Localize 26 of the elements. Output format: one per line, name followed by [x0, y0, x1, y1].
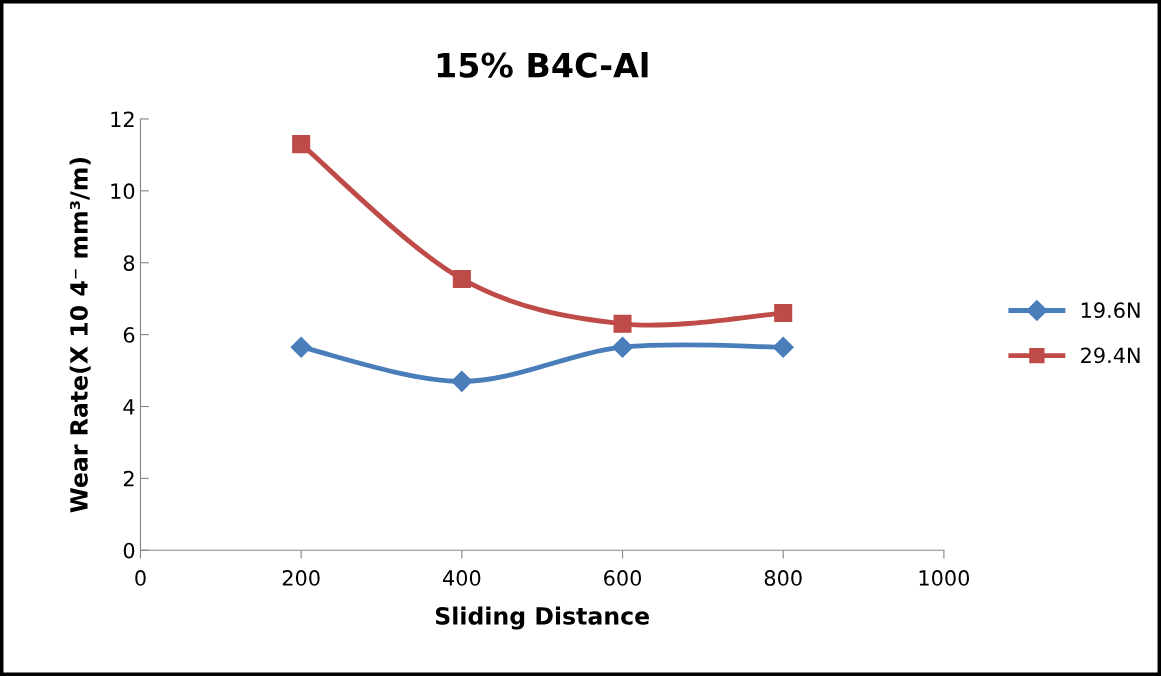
- point: [452, 269, 471, 288]
- point: [290, 336, 312, 358]
- y-tick-label: 12: [111, 111, 134, 127]
- y-axis-title: Wear Rate(X 10 4⁻ mm³/m): [69, 157, 91, 513]
- legend-label: 29.4N: [1081, 347, 1140, 364]
- chart-title: 15% B4C-Al: [437, 51, 648, 78]
- x-tick-label: 0: [135, 570, 146, 586]
- point: [774, 304, 793, 323]
- x-tick-label: 400: [442, 570, 481, 586]
- y-tick-label: 8: [123, 255, 135, 271]
- x-tick-label: 600: [604, 570, 642, 586]
- y-tick-label: 6: [123, 327, 135, 343]
- point: [612, 336, 634, 358]
- x-tick-label: 800: [764, 570, 802, 586]
- point: [613, 314, 632, 333]
- point: [772, 336, 794, 358]
- point: [451, 370, 473, 392]
- y-tick-label: 2: [123, 470, 134, 487]
- x-axis-title: Sliding Distance: [435, 606, 649, 630]
- legend-label: 19.6N: [1081, 302, 1140, 319]
- x-tick-label: 200: [282, 570, 320, 586]
- point: [292, 135, 311, 154]
- y-tick-label: 10: [111, 183, 135, 200]
- x-tick-label: 1000: [919, 570, 970, 586]
- y-tick-label: 4: [123, 399, 135, 415]
- y-tick-label: 0: [123, 542, 135, 559]
